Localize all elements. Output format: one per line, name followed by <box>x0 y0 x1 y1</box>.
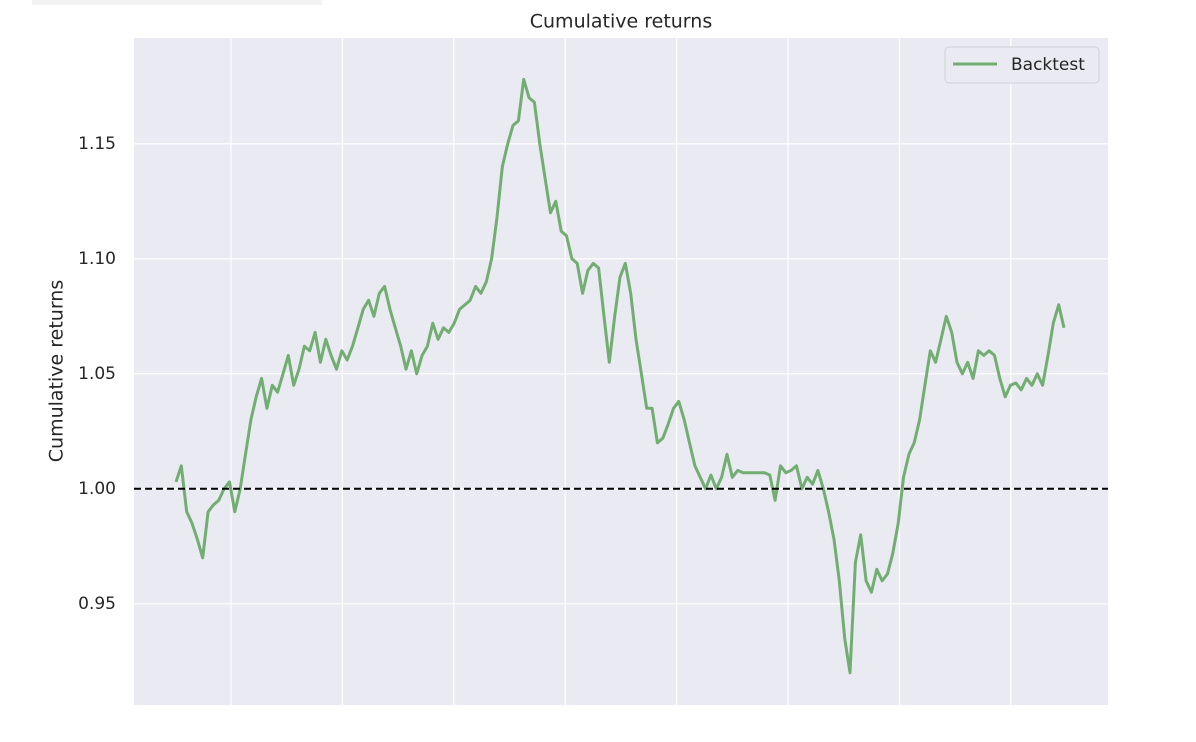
legend-label: Backtest <box>1011 55 1085 75</box>
y-axis-label: Cumulative returns <box>46 280 68 462</box>
y-tick-label: 1.10 <box>78 249 116 269</box>
chart-title: Cumulative returns <box>530 11 712 33</box>
y-tick-label: 1.00 <box>78 479 116 499</box>
y-tick-label: 1.15 <box>78 134 116 154</box>
plot-area <box>134 38 1108 705</box>
legend-box <box>944 46 1100 84</box>
data-line <box>174 77 1066 675</box>
toolbar-strip <box>32 0 322 5</box>
y-tick-label: 1.05 <box>78 364 116 384</box>
y-tick-label: 0.95 <box>78 594 116 614</box>
